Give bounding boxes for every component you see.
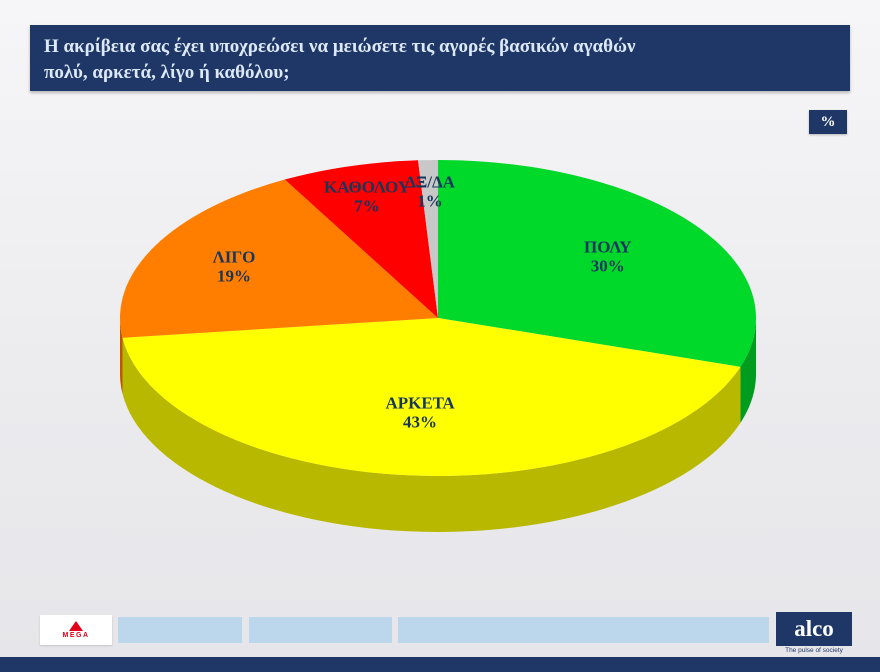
pie-label-2: ΛΙΓΟ 19% [213, 247, 256, 285]
pie-slice-side-0 [740, 318, 756, 423]
bottom-strip [0, 657, 880, 672]
footer-bar-segment-1 [118, 617, 242, 643]
mega-logo: MEGA [40, 615, 112, 645]
pie-slice-3 [284, 160, 438, 318]
pie-slice-side-1 [122, 337, 741, 532]
pie-slice-side-2 [120, 318, 123, 394]
percent-badge: % [809, 110, 847, 134]
footer-bar-segment-3 [398, 617, 769, 643]
alco-logo-text: alco [794, 616, 834, 641]
question-line2: πολύ, αρκετά, λίγο ή καθόλου; [44, 61, 290, 83]
alco-logo: alco [776, 612, 852, 646]
footer-bar-segment-2 [249, 617, 392, 643]
question-banner: Η ακρίβεια σας έχει υποχρεώσει να μειώσε… [30, 25, 850, 91]
pie-slice-1 [122, 318, 741, 476]
pie-label-4: ΔΞ/ΔΑ 1% [405, 173, 456, 211]
pie-label-1: ΑΡΚΕΤΑ 43% [385, 393, 455, 431]
question-line1: Η ακρίβεια σας έχει υποχρεώσει να μειώσε… [44, 36, 636, 57]
alco-tagline: The pulse of society [785, 647, 843, 654]
pie-slice-0 [438, 160, 756, 367]
mega-logo-text: MEGA [62, 632, 90, 639]
pie-slice-4 [418, 160, 438, 318]
pie-label-3: ΚΑΘΟΛΟΥ 7% [324, 178, 410, 216]
pie-label-0: ΠΟΛΥ 30% [584, 238, 632, 276]
mega-logo-icon [69, 621, 83, 631]
pie-slice-2 [119, 179, 438, 338]
